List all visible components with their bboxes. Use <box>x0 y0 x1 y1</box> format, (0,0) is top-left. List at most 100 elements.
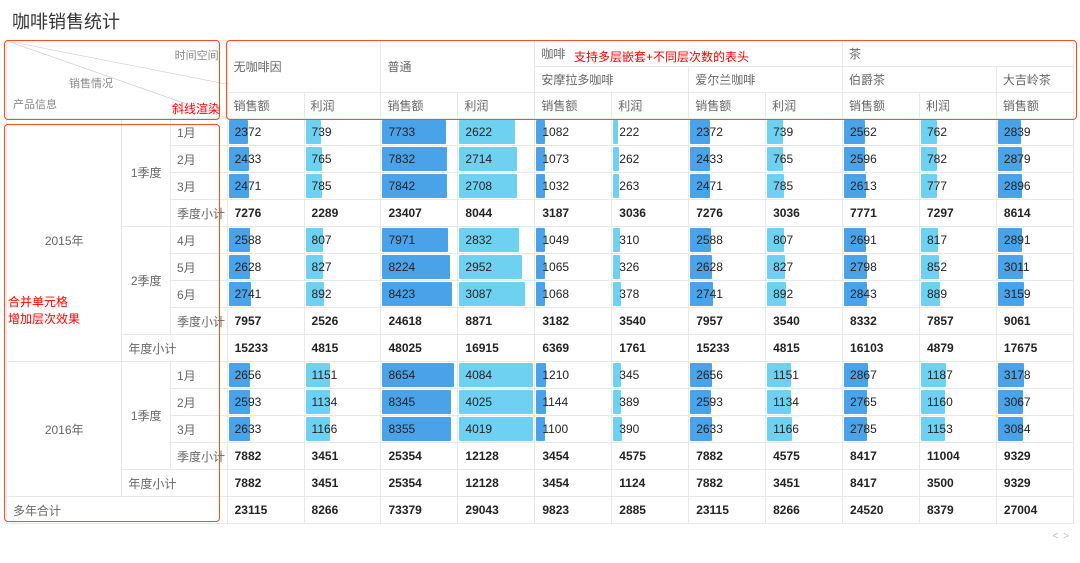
data-cell: 48025 <box>381 335 458 362</box>
data-cell: 16915 <box>458 335 535 362</box>
data-cell: 777 <box>919 173 996 200</box>
data-cell: 1210 <box>535 362 612 389</box>
data-cell: 345 <box>612 362 689 389</box>
data-cell: 2885 <box>612 497 689 524</box>
data-cell: 2832 <box>458 227 535 254</box>
colgroup-header: 茶 <box>843 41 1074 67</box>
data-cell: 3454 <box>535 470 612 497</box>
data-cell: 3178 <box>996 362 1073 389</box>
data-cell: 2471 <box>689 173 766 200</box>
metric-header: 销售额 <box>843 93 920 119</box>
row-month: 3月 <box>170 416 227 443</box>
data-cell: 263 <box>612 173 689 200</box>
data-cell: 8044 <box>458 200 535 227</box>
data-cell: 3540 <box>766 308 843 335</box>
data-cell: 1134 <box>766 389 843 416</box>
data-cell: 24520 <box>843 497 920 524</box>
data-cell: 1166 <box>766 416 843 443</box>
data-cell: 8871 <box>458 308 535 335</box>
data-cell: 3454 <box>535 443 612 470</box>
data-cell: 3540 <box>612 308 689 335</box>
data-cell: 2843 <box>843 281 920 308</box>
row-month: 5月 <box>170 254 227 281</box>
data-cell: 2471 <box>227 173 304 200</box>
data-cell: 1151 <box>766 362 843 389</box>
row-quarter: 1季度 <box>122 119 171 227</box>
table-row: 2016年1季度1月265611518654408412103452656115… <box>7 362 1074 389</box>
data-cell: 2798 <box>843 254 920 281</box>
data-cell: 3011 <box>996 254 1073 281</box>
colgroup-header: 无咖啡因 <box>227 41 381 93</box>
data-cell: 8345 <box>381 389 458 416</box>
data-cell: 1166 <box>304 416 381 443</box>
data-cell: 2952 <box>458 254 535 281</box>
row-month: 1月 <box>170 362 227 389</box>
data-cell: 8355 <box>381 416 458 443</box>
data-cell: 2839 <box>996 119 1073 146</box>
data-cell: 3159 <box>996 281 1073 308</box>
data-cell: 827 <box>766 254 843 281</box>
data-cell: 7276 <box>689 200 766 227</box>
data-cell: 24618 <box>381 308 458 335</box>
data-cell: 2891 <box>996 227 1073 254</box>
table-row: 年度小计788234512535412128345411247882345184… <box>7 470 1074 497</box>
data-cell: 2433 <box>227 146 304 173</box>
data-cell: 762 <box>919 119 996 146</box>
row-month: 6月 <box>170 281 227 308</box>
data-cell: 807 <box>304 227 381 254</box>
data-cell: 1100 <box>535 416 612 443</box>
data-cell: 3451 <box>304 470 381 497</box>
column-header: 时间空间销售情况产品信息无咖啡因普通咖啡茶安摩拉多咖啡爱尔兰咖啡伯爵茶大吉岭茶销… <box>7 41 1074 119</box>
data-cell: 889 <box>919 281 996 308</box>
data-cell: 1049 <box>535 227 612 254</box>
annot-text-diagonal: 斜线渲染 <box>172 100 220 117</box>
row-quarter-subtotal: 季度小计 <box>170 443 227 470</box>
data-cell: 2656 <box>689 362 766 389</box>
data-cell: 326 <box>612 254 689 281</box>
data-cell: 8417 <box>843 470 920 497</box>
data-cell: 2593 <box>689 389 766 416</box>
metric-header: 利润 <box>919 93 996 119</box>
data-cell: 2867 <box>843 362 920 389</box>
data-cell: 29043 <box>458 497 535 524</box>
data-cell: 2593 <box>227 389 304 416</box>
data-cell: 892 <box>304 281 381 308</box>
data-cell: 852 <box>919 254 996 281</box>
data-cell: 7882 <box>227 470 304 497</box>
data-cell: 9823 <box>535 497 612 524</box>
data-cell: 3187 <box>535 200 612 227</box>
data-cell: 4815 <box>304 335 381 362</box>
row-month: 1月 <box>170 119 227 146</box>
data-cell: 1160 <box>919 389 996 416</box>
data-cell: 1153 <box>919 416 996 443</box>
data-cell: 15233 <box>689 335 766 362</box>
metric-header: 利润 <box>304 93 381 119</box>
data-cell: 2656 <box>227 362 304 389</box>
data-cell: 2628 <box>689 254 766 281</box>
data-cell: 3084 <box>996 416 1073 443</box>
page-title: 咖啡销售统计 <box>0 0 1080 40</box>
metric-header: 利润 <box>458 93 535 119</box>
data-cell: 3500 <box>919 470 996 497</box>
data-cell: 9329 <box>996 470 1073 497</box>
scroll-arrows-icon: < > <box>1053 531 1070 542</box>
data-cell: 7882 <box>689 443 766 470</box>
data-cell: 4025 <box>458 389 535 416</box>
data-cell: 378 <box>612 281 689 308</box>
data-cell: 4815 <box>766 335 843 362</box>
data-cell: 390 <box>612 416 689 443</box>
table-row: 2季度4月25888077971283210493102588807269181… <box>7 227 1074 254</box>
data-cell: 9329 <box>996 443 1073 470</box>
metric-header: 销售额 <box>996 93 1073 119</box>
metric-header: 销售额 <box>535 93 612 119</box>
table-row: 年度小计152334815480251691563691761152334815… <box>7 335 1074 362</box>
data-cell: 3036 <box>766 200 843 227</box>
data-cell: 2289 <box>304 200 381 227</box>
data-cell: 23407 <box>381 200 458 227</box>
table-row: 多年合计231158266733792904398232885231158266… <box>7 497 1074 524</box>
row-month: 4月 <box>170 227 227 254</box>
row-year-subtotal: 年度小计 <box>122 335 227 362</box>
data-cell: 8614 <box>996 200 1073 227</box>
row-year-subtotal: 年度小计 <box>122 470 227 497</box>
data-cell: 16103 <box>843 335 920 362</box>
